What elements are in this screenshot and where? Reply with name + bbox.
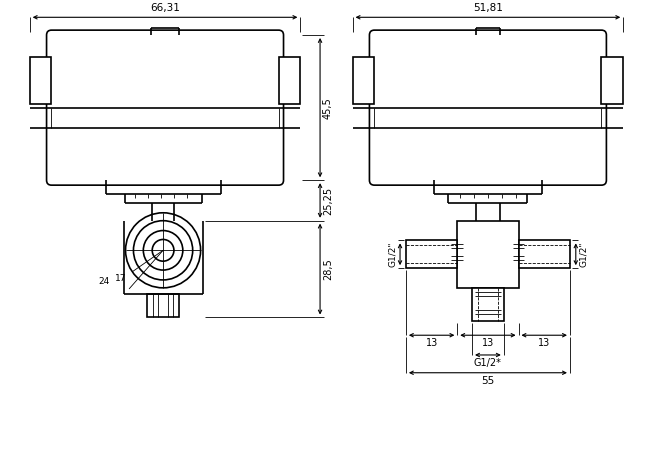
Text: 51,81: 51,81 xyxy=(473,3,503,13)
Bar xyxy=(353,57,374,104)
FancyBboxPatch shape xyxy=(47,30,283,185)
Bar xyxy=(279,57,300,104)
Text: 13: 13 xyxy=(482,338,494,348)
Bar xyxy=(148,294,179,318)
Text: G1/2": G1/2" xyxy=(388,242,397,267)
FancyBboxPatch shape xyxy=(369,30,606,185)
Text: G1/2*: G1/2* xyxy=(474,358,502,368)
Text: 13: 13 xyxy=(538,338,551,348)
Text: 66,31: 66,31 xyxy=(150,3,180,13)
Text: 45,5: 45,5 xyxy=(323,97,333,119)
Text: 17: 17 xyxy=(114,274,126,283)
Text: 25,25: 25,25 xyxy=(323,187,333,214)
Bar xyxy=(30,57,51,104)
Text: 28,5: 28,5 xyxy=(323,258,333,280)
Text: G1/2": G1/2" xyxy=(578,242,588,267)
Bar xyxy=(458,221,519,288)
Bar xyxy=(472,288,504,321)
Text: 24: 24 xyxy=(98,277,109,286)
Text: 55: 55 xyxy=(481,375,495,386)
Bar xyxy=(601,57,623,104)
Bar xyxy=(519,240,570,268)
Text: 13: 13 xyxy=(426,338,437,348)
Bar xyxy=(406,240,458,268)
